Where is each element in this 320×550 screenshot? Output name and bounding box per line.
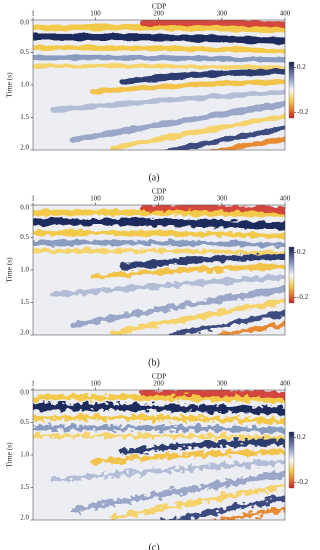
colorbar-tick-label: 0.2 <box>297 433 306 441</box>
x-axis-label: CDP <box>152 2 167 11</box>
figure: CDP 1 100 200 300 400 Time (s) 0.0 0.5 1.0 1.5 2.0 0… <box>5 2 308 550</box>
colorbar <box>288 431 295 489</box>
x-tick-label: 200 <box>153 10 164 18</box>
y-tick-label: 0.5 <box>20 233 29 241</box>
caption: (a) <box>148 172 159 183</box>
colorbar <box>288 246 295 304</box>
colorbar-tick-label: -0.2 <box>297 293 308 301</box>
x-tick-label: 300 <box>217 195 228 203</box>
y-tick-label: 0.5 <box>20 418 29 426</box>
x-tick-label: 100 <box>90 380 101 388</box>
y-tick-label: 1.5 <box>20 483 29 491</box>
y-axis-label: Time (s) <box>5 442 14 468</box>
y-axis-label: Time (s) <box>5 72 14 98</box>
caption: (b) <box>148 357 160 368</box>
seismic-image <box>23 10 295 160</box>
y-tick-label: 0.0 <box>20 19 29 27</box>
colorbar-tick-label: -0.2 <box>297 478 308 486</box>
x-tick-label: 100 <box>90 10 101 18</box>
y-axis-label: Time (s) <box>5 257 14 283</box>
y-tick-label: 2.0 <box>20 144 29 152</box>
x-tick-label: 300 <box>217 10 228 18</box>
x-tick-label: 400 <box>280 380 291 388</box>
x-axis-label: CDP <box>152 372 167 381</box>
x-tick-label: 200 <box>153 380 164 388</box>
y-tick-label: 0.0 <box>20 204 29 212</box>
seismic-image <box>23 195 295 345</box>
seismic-image <box>23 380 295 530</box>
colorbar-tick-label: 0.2 <box>297 248 306 256</box>
colorbar <box>288 61 295 119</box>
y-tick-label: 1.0 <box>20 81 29 89</box>
x-tick-label: 1 <box>31 195 35 203</box>
colorbar-tick-label: -0.2 <box>297 108 308 116</box>
x-tick-label: 1 <box>31 380 35 388</box>
y-tick-label: 0.5 <box>20 48 29 56</box>
x-tick-label: 200 <box>153 195 164 203</box>
y-tick-label: 1.0 <box>20 451 29 459</box>
x-axis-label: CDP <box>152 187 167 196</box>
y-tick-label: 1.5 <box>20 298 29 306</box>
x-tick-label: 300 <box>217 380 228 388</box>
colorbar-tick-label: 0.2 <box>297 63 306 71</box>
y-tick-label: 1.5 <box>20 113 29 121</box>
y-tick-label: 2.0 <box>20 514 29 522</box>
caption: (c) <box>148 542 159 550</box>
x-tick-label: 400 <box>280 10 291 18</box>
y-tick-label: 2.0 <box>20 329 29 337</box>
x-tick-label: 100 <box>90 195 101 203</box>
y-tick-label: 0.0 <box>20 389 29 397</box>
x-tick-label: 400 <box>280 195 291 203</box>
x-tick-label: 1 <box>31 10 35 18</box>
y-tick-label: 1.0 <box>20 266 29 274</box>
